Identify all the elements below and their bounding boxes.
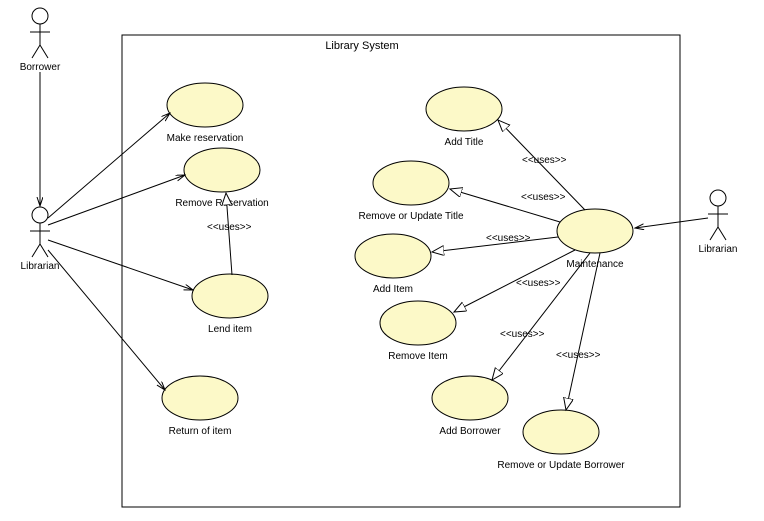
uses-label: <<uses>>	[500, 329, 545, 340]
usecase-lend-item: Lend item	[192, 274, 268, 335]
actor-librarian-left: Librarian	[21, 207, 60, 272]
usecase-return-item: Return of item	[162, 376, 238, 437]
actor-borrower: Borrower	[20, 8, 61, 73]
uses-label: <<uses>>	[516, 278, 561, 289]
usecase-label: Add Borrower	[439, 426, 501, 437]
uses-label: <<uses>>	[521, 192, 566, 203]
usecase-make-reservation: Make reservation	[167, 83, 244, 144]
usecase-label: Add Item	[373, 284, 413, 295]
usecase-label: Remove or Update Title	[358, 211, 463, 222]
usecase-add-title: Add Title	[426, 87, 502, 148]
usecase-add-borrower: Add Borrower	[432, 376, 508, 437]
usecase-add-item: Add Item	[355, 234, 431, 295]
uses-label: <<uses>>	[486, 233, 531, 244]
usecase-diagram: Library System Borrower Librarian Librar…	[0, 0, 764, 521]
usecase-label: Add Title	[445, 137, 484, 148]
system-title: Library System	[325, 40, 398, 52]
actor-librarian-right: Librarian	[699, 190, 738, 255]
usecase-remove-update-borrower: Remove or Update Borrower	[497, 410, 625, 471]
usecase-label: Maintenance	[566, 259, 624, 270]
actor-label: Librarian	[21, 261, 60, 272]
usecase-remove-item: Remove Item	[380, 301, 456, 362]
uses-maintenance-remove-update-borrower	[566, 253, 600, 410]
actor-label: Borrower	[20, 62, 61, 73]
uses-label: <<uses>>	[522, 155, 567, 166]
assoc-librarian-return-item	[48, 250, 165, 390]
usecase-label: Remove or Update Borrower	[497, 460, 625, 471]
usecase-label: Remove Item	[388, 351, 447, 362]
usecase-label: Make reservation	[167, 133, 244, 144]
usecase-label: Return of item	[169, 426, 232, 437]
usecase-label: Remove Reservation	[175, 198, 268, 209]
usecase-remove-reservation: Remove Reservation	[175, 148, 268, 209]
usecase-label: Lend item	[208, 324, 252, 335]
usecase-remove-update-title: Remove or Update Title	[358, 161, 463, 222]
uses-label: <<uses>>	[556, 350, 601, 361]
assoc-librarian2-maintenance	[635, 218, 708, 228]
actor-label: Librarian	[699, 244, 738, 255]
assoc-librarian-lend-item	[48, 240, 193, 290]
usecase-maintenance: Maintenance	[557, 209, 633, 270]
uses-label: <<uses>>	[207, 222, 252, 233]
